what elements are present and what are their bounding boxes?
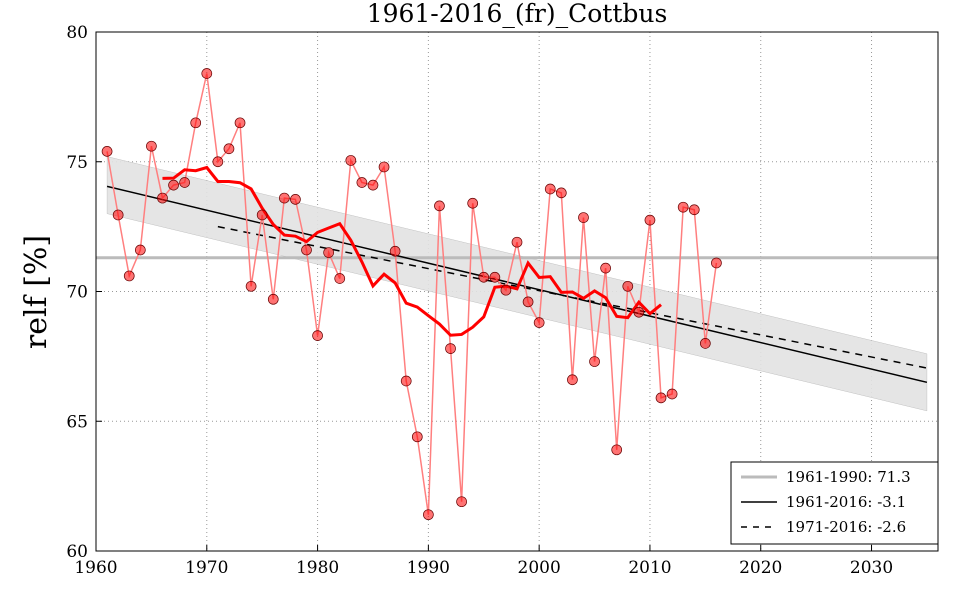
data-point: [544, 183, 556, 195]
data-point: [578, 212, 589, 223]
y-axis-label: relf [%]: [19, 235, 54, 349]
data-point: [411, 431, 423, 443]
data-point: [112, 209, 124, 221]
data-point: [489, 271, 501, 283]
data-point: [356, 177, 368, 188]
data-point: [522, 296, 534, 308]
y-tick-label: 80: [66, 23, 88, 43]
data-line: [106, 73, 718, 515]
data-point: [666, 388, 678, 400]
data-point: [267, 293, 279, 305]
legend-label-trend-dashed: 1971-2016: -2.6: [786, 518, 906, 536]
data-point: [434, 200, 445, 212]
x-tick-label: 1960: [74, 558, 117, 578]
data-point: [234, 117, 246, 129]
data-point: [179, 177, 190, 188]
data-point: [699, 338, 711, 349]
x-tick-label: 1980: [296, 558, 339, 578]
data-point: [589, 356, 600, 367]
data-point: [688, 204, 700, 216]
data-point: [400, 375, 412, 387]
x-tick-label: 2020: [739, 558, 782, 578]
legend-label-trend: 1961-2016: -3.1: [786, 493, 906, 511]
data-point: [445, 343, 456, 354]
data-point: [290, 194, 301, 205]
trend-line-dashed: [217, 225, 928, 369]
data-point: [633, 306, 645, 318]
plot-frame: [95, 31, 939, 552]
data-point: [334, 273, 346, 284]
y-tick-label: 65: [66, 412, 88, 432]
data-point: [555, 187, 567, 199]
data-point: [256, 209, 268, 221]
data-point: [278, 192, 290, 204]
data-point: [500, 284, 512, 296]
data-point: [622, 280, 634, 292]
data-point: [223, 143, 235, 155]
data-point: [467, 197, 479, 209]
x-tick-label: 1990: [407, 558, 450, 578]
data-point: [456, 496, 467, 508]
chart-title: 1961-2016_(fr)_Cottbus: [367, 0, 668, 28]
x-tick-label: 1970: [185, 558, 228, 578]
data-point: [423, 509, 434, 521]
legend-label-baseline: 1961-1990: 71.3: [786, 468, 911, 486]
data-point: [201, 68, 213, 79]
data-point: [323, 247, 335, 258]
data-point: [389, 245, 401, 257]
data-point: [378, 161, 390, 173]
data-point: [511, 236, 523, 248]
trend-line: [106, 185, 928, 384]
data-point: [101, 146, 113, 157]
data-point: [134, 244, 146, 256]
data-point: [312, 330, 323, 341]
legend: 1961-1990: 71.3 1961-2016: -3.1 1971-201…: [730, 461, 939, 545]
data-point: [157, 192, 168, 204]
data-point: [611, 444, 623, 456]
data-point: [567, 374, 578, 386]
x-tick-label: 2000: [518, 558, 561, 578]
data-point: [367, 179, 379, 191]
y-tick-label: 75: [66, 153, 88, 173]
data-point: [245, 280, 257, 292]
data-point: [146, 140, 157, 152]
data-point: [655, 392, 667, 404]
y-tick-label: 70: [66, 283, 88, 303]
data-point: [533, 317, 545, 328]
data-point: [600, 262, 611, 274]
data-point: [711, 257, 722, 269]
data-point: [677, 201, 689, 213]
data-point: [190, 117, 202, 129]
data-point: [478, 271, 490, 283]
data-point: [345, 155, 357, 166]
data-point: [212, 156, 224, 168]
x-tick-label: 2030: [850, 558, 893, 578]
data-point: [644, 214, 656, 226]
data-point: [168, 179, 179, 191]
moving-average-line: [162, 165, 662, 337]
x-tick-label: 2010: [628, 558, 671, 578]
y-tick-label: 60: [66, 542, 88, 562]
data-point: [301, 244, 312, 256]
data-point: [123, 270, 135, 282]
